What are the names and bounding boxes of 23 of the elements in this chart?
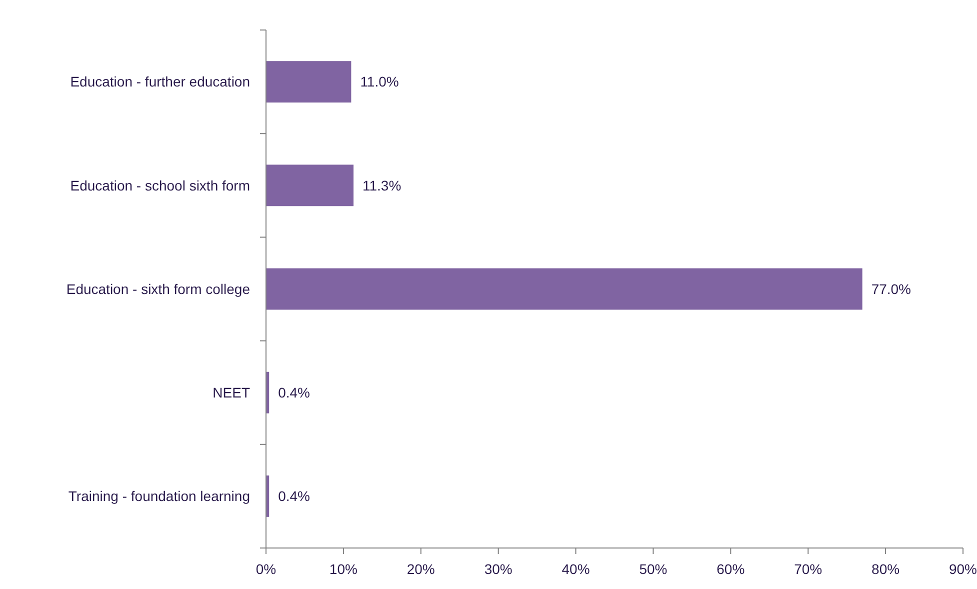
data-label: 0.4% [278, 384, 310, 400]
y-tick-label: Education - further education [70, 74, 250, 90]
y-tick-label: NEET [212, 384, 250, 400]
y-tick-label: Training - foundation learning [68, 488, 250, 504]
x-tick-label: 40% [562, 561, 590, 577]
x-tick-label: 20% [406, 561, 435, 577]
data-label: 11.0% [360, 74, 399, 90]
x-tick-label: 10% [329, 561, 358, 577]
y-tick-label: Education - sixth form college [66, 280, 250, 297]
x-tick-label: 90% [948, 561, 977, 577]
bar [266, 61, 352, 103]
bar [266, 164, 354, 206]
x-tick-label: 60% [716, 561, 745, 577]
data-label: 11.3% [362, 177, 402, 194]
data-label: 77.0% [871, 280, 912, 297]
bar [266, 268, 862, 310]
y-tick-label: Education - school sixth form [70, 177, 250, 194]
x-tick-label: 80% [872, 561, 900, 577]
x-tick-label: 70% [794, 561, 822, 577]
x-tick-label: 0% [256, 561, 276, 577]
x-tick-label: 50% [639, 561, 668, 577]
data-label: 0.4% [278, 488, 310, 504]
x-tick-label: 30% [484, 561, 512, 577]
